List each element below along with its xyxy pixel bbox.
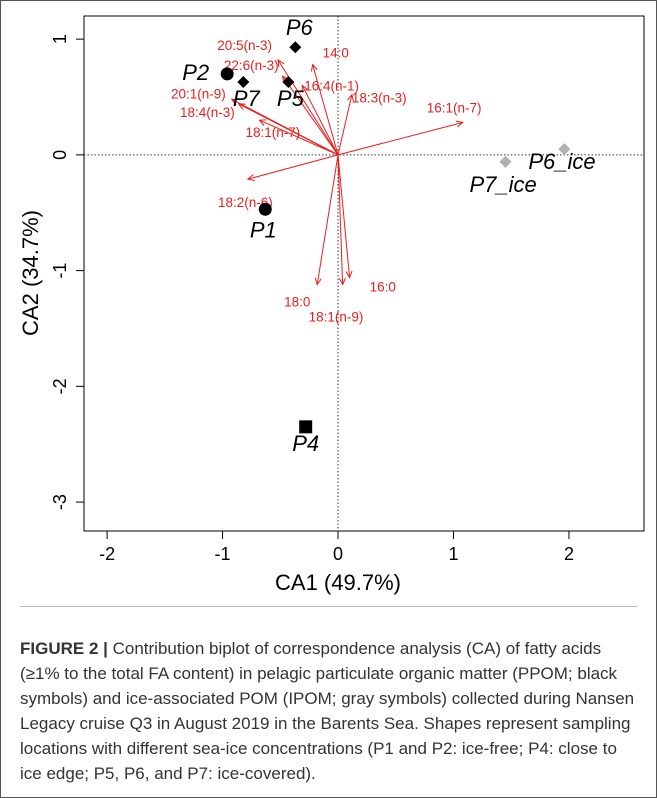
sample-label: P1	[250, 217, 277, 242]
fatty-acid-arrow	[312, 64, 339, 156]
arrow-head	[258, 119, 267, 126]
ca-biplot: -2 -1 0 1 2 -3 -2 -1 0 1 20:5(n-3) 22:6(n-3) 14:0 16…	[18, 15, 645, 595]
sample-point-p7_ice	[499, 155, 512, 168]
sample-point-p7	[237, 75, 250, 88]
y-tick-label: -3	[50, 494, 70, 510]
sample-label: P2	[182, 60, 209, 85]
fatty-acid-label: 16:4(n-1)	[304, 78, 359, 93]
sample-point-p5	[282, 75, 295, 88]
fatty-acid-label: 18:3(n-3)	[352, 91, 407, 106]
sample-label: P7_ice	[469, 172, 536, 197]
caption-divider	[20, 606, 637, 607]
y-tick-label: 0	[50, 150, 70, 160]
fatty-acid-label: 18:1(n-9)	[309, 309, 364, 324]
x-axis-label: CA1 (49.7%)	[275, 570, 401, 595]
fatty-acid-arrow	[301, 85, 339, 156]
fatty-acid-arrow	[337, 154, 351, 278]
caption-separator: |	[98, 639, 113, 658]
fatty-acid-label: 18:1(n-7)	[246, 125, 301, 140]
fatty-acid-arrow	[337, 154, 344, 285]
fatty-acid-label: 18:4(n-3)	[180, 105, 235, 120]
fatty-acid-label: 16:1(n-7)	[427, 100, 482, 115]
arrow-head	[338, 277, 346, 286]
arrow-head	[237, 103, 246, 110]
x-tick-label: -2	[99, 544, 115, 564]
fatty-acid-label: 20:5(n-3)	[217, 38, 272, 53]
arrow-head	[310, 63, 318, 72]
x-tick-label: 0	[333, 544, 343, 564]
arrow-head	[277, 59, 285, 67]
sample-point-p6	[289, 41, 302, 54]
arrow-head	[345, 270, 353, 279]
caption-text: Contribution biplot of correspondence an…	[20, 639, 635, 783]
y-tick-label: -2	[50, 378, 70, 394]
x-tick-label: 1	[448, 544, 458, 564]
fatty-acid-arrow	[277, 59, 339, 156]
sample-label: P6	[286, 15, 314, 40]
figure-label: FIGURE 2	[20, 639, 99, 658]
sample-point-p1	[258, 202, 272, 216]
fatty-acid-arrow	[337, 121, 463, 156]
y-tick-label: 1	[50, 34, 70, 44]
sample-point-p4	[299, 420, 313, 434]
arrow-head	[230, 98, 239, 106]
sample-label: P6_ice	[528, 149, 595, 174]
fatty-acid-arrows: 20:5(n-3) 22:6(n-3) 14:0 16:4(n-1) 20:1(n-9)…	[171, 38, 481, 325]
y-tick-label: -1	[50, 263, 70, 279]
fatty-acid-arrow	[238, 103, 339, 156]
figure-caption: FIGURE 2 | Contribution biplot of corres…	[20, 636, 638, 786]
fatty-acid-arrow	[282, 75, 339, 156]
fatty-acid-label: 14:0	[323, 46, 349, 61]
fatty-acid-label: 18:0	[284, 294, 310, 309]
fatty-acid-arrow	[337, 94, 353, 155]
reference-lines	[84, 16, 644, 531]
x-tick-label: 2	[564, 544, 574, 564]
arrow-head	[301, 84, 309, 93]
sample-label: P7	[233, 86, 261, 111]
sample-point-p6_ice	[558, 143, 571, 156]
fatty-acid-arrow	[259, 119, 339, 156]
fatty-acid-label: 22:6(n-3)	[224, 58, 279, 73]
sample-label: P4	[292, 431, 319, 456]
fatty-acid-label: 18:2(n-6)	[218, 195, 273, 210]
arrow-head	[347, 93, 354, 102]
sample-label: P5	[277, 86, 305, 111]
fatty-acid-label: 16:0	[370, 280, 396, 295]
fatty-acid-arrow	[316, 154, 339, 285]
sample-point-p2	[220, 67, 234, 81]
fatty-acid-label: 20:1(n-9)	[171, 86, 226, 101]
arrow-head	[314, 277, 322, 286]
fatty-acid-arrow	[247, 154, 339, 180]
arrow-head	[246, 174, 255, 181]
x-tick-label: -1	[215, 544, 231, 564]
plot-area-border	[83, 15, 645, 532]
axes-layer: -2 -1 0 1 2 -3 -2 -1 0 1	[50, 34, 574, 564]
arrow-head	[455, 120, 464, 128]
y-axis-label: CA2 (34.7%)	[18, 210, 43, 336]
